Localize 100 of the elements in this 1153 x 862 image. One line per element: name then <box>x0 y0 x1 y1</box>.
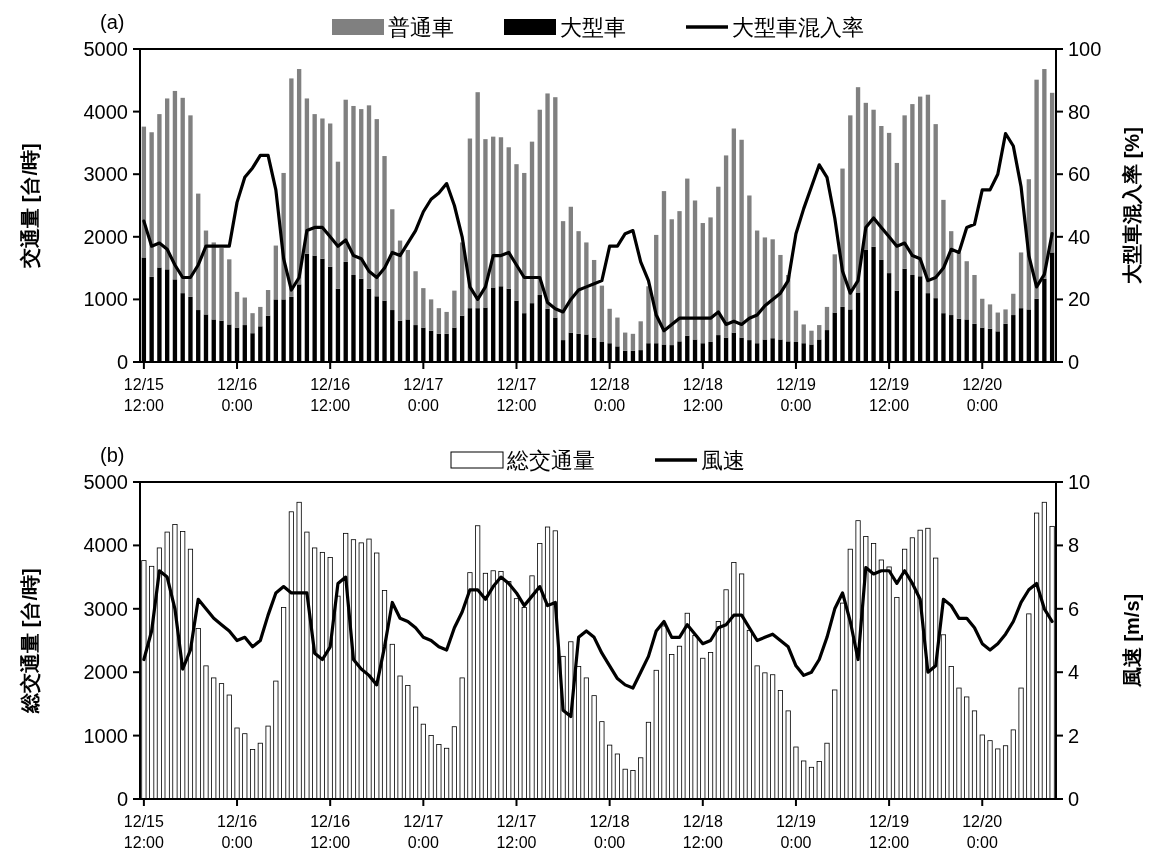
bar <box>770 239 775 339</box>
x-tick-label: 12/18 0:00 <box>589 813 630 851</box>
bar <box>265 290 271 316</box>
bar <box>219 248 224 321</box>
bar <box>956 252 962 319</box>
bar <box>793 310 799 342</box>
bar <box>498 137 504 287</box>
y-tick-label: 1000 <box>83 724 128 747</box>
bar <box>312 114 317 256</box>
y2-tick-label: 80 <box>1068 100 1091 123</box>
x-tick-label: 12/20 0:00 <box>962 376 1003 414</box>
bar <box>1003 309 1008 324</box>
x-tick-label: 12/19 0:00 <box>775 376 817 414</box>
bar <box>289 78 294 297</box>
bar <box>599 285 605 342</box>
bar <box>149 132 154 277</box>
bar <box>801 324 806 344</box>
bar <box>584 242 589 335</box>
bar <box>180 97 185 294</box>
bar <box>964 261 969 320</box>
bar <box>731 128 737 333</box>
bar <box>428 299 434 331</box>
x-tick-label: 12/17 12:00 <box>496 813 537 851</box>
bar <box>615 317 620 347</box>
bar <box>646 286 651 344</box>
bar <box>824 306 830 331</box>
bar <box>234 291 240 328</box>
x-tick-label: 12/16 0:00 <box>217 376 258 414</box>
bar <box>242 297 247 326</box>
bar <box>933 124 938 299</box>
bar <box>980 298 985 328</box>
bar <box>273 245 279 300</box>
bar <box>514 164 519 301</box>
y2-tick-label: 4 <box>1068 661 1080 684</box>
bar <box>157 114 162 268</box>
x-tick-label: 12/18 0:00 <box>589 376 630 414</box>
bar <box>382 156 387 301</box>
y2-tick-label: 10 <box>1068 471 1091 493</box>
x-tick-label: 12/17 0:00 <box>403 376 444 414</box>
bar <box>987 304 993 329</box>
bar <box>607 308 612 344</box>
chart-title: (a) <box>100 11 125 33</box>
y-tick-label: 3000 <box>83 597 128 620</box>
bar <box>320 118 325 259</box>
bar <box>1034 79 1039 299</box>
bar <box>421 288 426 328</box>
x-tick-label: 12/20 0:00 <box>962 813 1003 851</box>
bar <box>685 178 690 336</box>
legend-label: 風速 <box>701 447 745 473</box>
y-tick-label: 4000 <box>83 100 128 123</box>
bar <box>723 155 729 338</box>
bar <box>444 311 449 334</box>
bar <box>941 199 946 314</box>
y2-tick-label: 6 <box>1068 597 1080 620</box>
x-tick-label: 12/16 12:00 <box>310 813 351 851</box>
legend-label: 大型車混入率 <box>732 14 864 40</box>
bar <box>483 139 488 308</box>
x-tick-label: 12/19 12:00 <box>869 376 910 414</box>
bar <box>778 254 783 340</box>
bar <box>227 259 232 325</box>
bar <box>747 195 752 341</box>
bar <box>630 333 636 351</box>
bar <box>700 223 705 344</box>
y2-tick-label: 60 <box>1068 163 1091 186</box>
bar <box>188 115 193 297</box>
bar <box>902 115 907 269</box>
bar <box>576 231 581 334</box>
bar <box>452 290 457 328</box>
chart-title: (b) <box>100 444 125 466</box>
y-tick-label: 1000 <box>83 288 128 311</box>
bar <box>871 109 876 247</box>
y2-tick-label: 100 <box>1068 38 1102 60</box>
y2-tick-label: 0 <box>1068 788 1080 810</box>
bar <box>545 93 550 309</box>
bar <box>366 105 372 289</box>
bar <box>258 306 263 327</box>
bar <box>910 104 915 275</box>
bar <box>708 217 713 342</box>
bar <box>972 274 977 324</box>
y2-axis-title: 大型車混入率 [%] <box>1121 127 1143 284</box>
y-tick-label: 4000 <box>83 534 128 557</box>
y-tick-label: 0 <box>116 351 128 373</box>
legend-label: 普通車 <box>388 14 454 40</box>
x-tick-label: 12/18 12:00 <box>682 376 723 414</box>
bar <box>413 271 418 326</box>
bar <box>359 109 364 279</box>
bar <box>1042 69 1047 279</box>
bar <box>475 92 480 309</box>
x-tick-label: 12/16 12:00 <box>310 376 351 414</box>
bar <box>623 332 628 351</box>
x-tick-label: 12/15 12:00 <box>123 813 164 851</box>
x-tick-label: 12/15 12:00 <box>123 376 164 414</box>
bar <box>677 211 682 342</box>
x-tick-label: 12/19 0:00 <box>775 813 817 851</box>
y-axis-title: 交通量 [台/時] <box>19 143 41 269</box>
y2-tick-label: 0 <box>1068 351 1080 373</box>
bar <box>1011 293 1016 316</box>
legend-label: 総交通量 <box>506 447 595 473</box>
y2-tick-label: 2 <box>1068 724 1080 747</box>
y-axis-title: 総交通量 [台/時] <box>19 568 41 714</box>
